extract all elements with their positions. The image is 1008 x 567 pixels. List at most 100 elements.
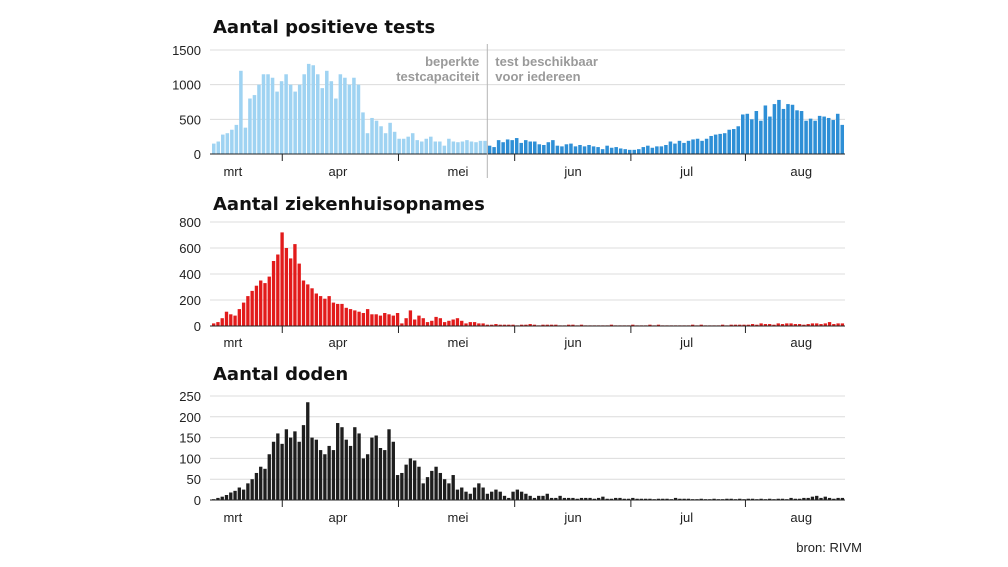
bar (302, 74, 306, 154)
bar (609, 324, 614, 326)
bar (573, 146, 578, 154)
bar (391, 441, 395, 500)
bar (823, 323, 827, 326)
x-tick-label-jun: jun (563, 510, 581, 525)
bar (224, 495, 229, 500)
bar (704, 138, 709, 154)
bar (254, 472, 259, 500)
bar (545, 493, 549, 500)
bar (259, 280, 263, 326)
x-tick-label-mei: mei (447, 335, 468, 350)
bar (314, 293, 318, 326)
bar (336, 423, 340, 500)
bar (605, 498, 609, 500)
bar (571, 497, 575, 500)
bar (472, 487, 477, 500)
bar (665, 498, 669, 500)
bar (216, 497, 220, 500)
bar (819, 497, 823, 500)
bar (252, 95, 257, 154)
bar (395, 475, 400, 500)
bar (284, 74, 288, 154)
bar (537, 495, 541, 500)
bar (596, 497, 601, 500)
bar (832, 498, 836, 500)
bar (579, 324, 584, 326)
bar (379, 126, 383, 154)
bar (323, 298, 327, 326)
y-tick-label: 1500 (172, 43, 201, 58)
bar (447, 483, 451, 500)
bar (438, 472, 443, 500)
bar (293, 244, 297, 326)
bar (722, 133, 727, 154)
bar (768, 324, 772, 326)
bar (546, 142, 551, 154)
bar (699, 498, 703, 500)
bar (725, 498, 729, 500)
bar (378, 315, 383, 326)
bar (314, 439, 318, 500)
bar (709, 135, 713, 154)
x-tick-label-apr: apr (329, 510, 348, 525)
bar (485, 324, 490, 326)
bar (741, 114, 745, 154)
bar (230, 129, 234, 154)
bar (507, 497, 511, 500)
bar (524, 324, 528, 326)
bar (263, 468, 267, 500)
bar (276, 254, 280, 326)
bar (474, 142, 478, 154)
bar (460, 320, 464, 326)
bar (494, 324, 498, 326)
y-tick-label: 100 (179, 451, 201, 466)
bar (780, 324, 785, 326)
bar (549, 497, 554, 500)
bar (635, 498, 639, 500)
bar (246, 483, 250, 500)
bar (246, 296, 250, 326)
bar (365, 309, 370, 326)
bar (310, 437, 314, 500)
bar (353, 427, 357, 500)
bar (643, 498, 648, 500)
bar (297, 84, 302, 154)
bar (777, 99, 781, 154)
bar (464, 491, 468, 500)
bar (575, 498, 579, 500)
bar (263, 283, 267, 326)
bar (415, 140, 419, 154)
bar (836, 497, 840, 500)
bar (755, 324, 759, 326)
bar (806, 324, 810, 326)
bar (442, 479, 447, 500)
bar (505, 139, 510, 154)
bar (306, 284, 310, 326)
bar (447, 320, 451, 326)
bar (655, 146, 659, 154)
bar (353, 310, 357, 326)
bar (257, 84, 261, 154)
bar (485, 493, 490, 500)
x-tick-label-jul: jul (679, 510, 693, 525)
bar (799, 111, 804, 154)
bar (537, 144, 542, 154)
bar (216, 322, 220, 326)
bar (293, 91, 297, 154)
bar (311, 65, 315, 154)
bar (768, 116, 772, 154)
bar (510, 140, 514, 154)
bar (650, 147, 655, 154)
bar (237, 487, 241, 500)
bar (686, 140, 691, 154)
bar (301, 425, 306, 500)
bar (438, 141, 442, 154)
bar (579, 497, 584, 500)
bar (400, 472, 404, 500)
bar (840, 124, 845, 154)
bar (221, 134, 225, 154)
bar (413, 319, 417, 326)
bar (786, 104, 790, 154)
bar (551, 140, 555, 154)
bar (487, 145, 492, 154)
